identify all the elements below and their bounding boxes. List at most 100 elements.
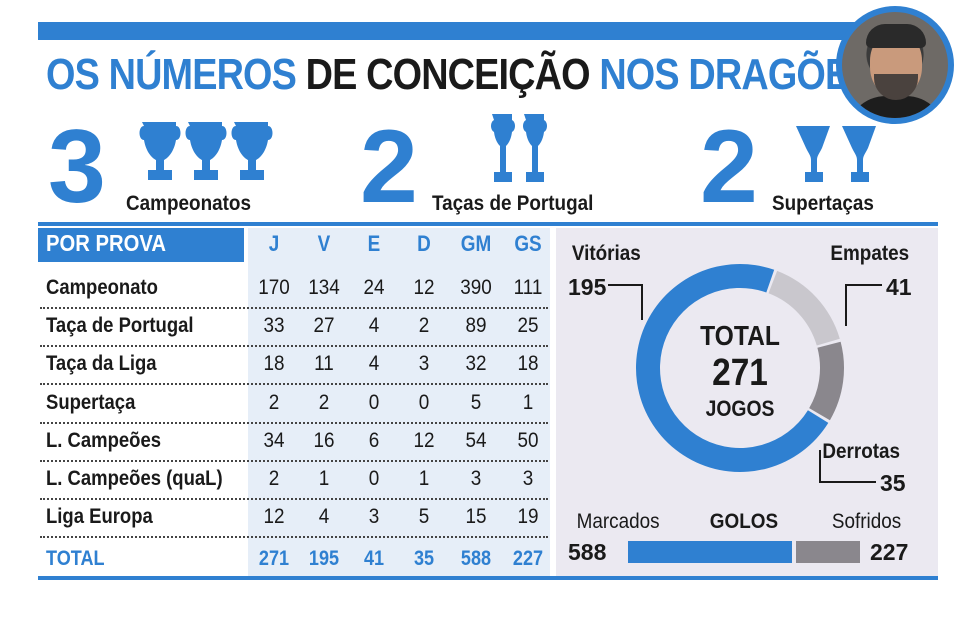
table-cell: 3 <box>418 352 430 376</box>
goals-scored-label: Marcados <box>576 510 660 533</box>
table-cell: 25 <box>517 314 539 338</box>
row-divider <box>40 498 548 500</box>
row-label: Taça da Liga <box>46 352 157 376</box>
table-cell: 2 <box>418 314 430 338</box>
table-cell: 11 <box>314 352 334 376</box>
supercup-trophy-icon <box>796 126 876 182</box>
column-header-gs: GS <box>514 231 542 256</box>
column-header-d: D <box>417 231 431 256</box>
coach-portrait <box>836 6 954 124</box>
table-cell: 16 <box>313 428 335 452</box>
table-cell: 5 <box>418 505 430 529</box>
donut-center-label-top: TOTAL <box>700 320 780 351</box>
leader-line-derrotas <box>819 450 876 483</box>
slice-value-derrotas: 35 <box>880 470 906 496</box>
total-cell: 227 <box>512 547 544 571</box>
bottom-divider <box>38 576 938 580</box>
table-cell: 1 <box>418 467 430 490</box>
table-cell: 390 <box>460 276 492 299</box>
trophy-count-campeonatos: 3 <box>48 109 106 225</box>
total-cell: 588 <box>460 547 492 571</box>
slice-label-derrotas: Derrotas <box>822 440 901 463</box>
column-header-v: V <box>317 231 331 256</box>
donut-center-label-bottom: JOGOS <box>705 396 775 421</box>
table-cell: 3 <box>470 467 482 490</box>
leader-line-empates <box>845 284 882 326</box>
total-cell: 35 <box>413 547 435 571</box>
row-label: Liga Europa <box>46 505 153 529</box>
donut-center-total: 271 <box>712 352 768 394</box>
table-cell: 4 <box>368 352 380 376</box>
goals-scored-bar <box>628 541 793 563</box>
table-title: POR PROVA <box>46 230 166 256</box>
headline-part-1: OS NÚMEROS <box>46 50 297 99</box>
total-cell: 271 <box>258 547 290 571</box>
slice-label-empates: Empates <box>830 242 910 265</box>
total-cell: 195 <box>308 547 340 571</box>
results-donut-chart <box>608 264 882 483</box>
table-cell: 2 <box>268 467 280 490</box>
table-cell: 18 <box>263 352 285 376</box>
headline: OS NÚMEROS DE CONCEIÇÃO NOS DRAGÕES <box>46 50 875 110</box>
table-cell: 54 <box>465 428 487 452</box>
table-cell: 27 <box>313 314 335 338</box>
slice-value-empates: 41 <box>886 274 912 300</box>
goals-conceded-bar <box>796 541 860 563</box>
table-cell: 4 <box>368 314 380 338</box>
table-cell: 5 <box>470 390 482 414</box>
table-cell: 4 <box>318 505 330 529</box>
row-divider <box>40 383 548 386</box>
table-cell: 134 <box>308 276 340 299</box>
cup-trophy-icon <box>491 114 547 182</box>
table-cell: 19 <box>517 505 539 529</box>
table-cell: 1 <box>318 467 330 490</box>
trophy-label-tacas: Taças de Portugal <box>432 192 594 215</box>
table-cell: 0 <box>368 467 380 490</box>
trophy-count-tacas: 2 <box>360 109 418 225</box>
table-cell: 3 <box>368 505 380 529</box>
table-cell: 50 <box>517 428 539 452</box>
portrait-shirt <box>846 96 946 118</box>
slice-value-vitorias: 195 <box>568 274 607 300</box>
trophy-count-supertacas: 2 <box>700 109 758 225</box>
donut-slice-derrotas <box>809 341 844 421</box>
row-label: Supertaça <box>46 390 136 414</box>
goals-title: GOLOS <box>709 510 779 533</box>
column-header-e: E <box>367 231 381 256</box>
goals-conceded-label: Sofridos <box>831 510 902 533</box>
table-header-background <box>38 228 244 262</box>
row-label: L. Campeões <box>46 428 162 452</box>
donut-slice-empates <box>768 270 840 346</box>
table-cell: 24 <box>363 276 385 299</box>
table-cell: 2 <box>318 390 330 414</box>
table-cell: 1 <box>522 390 534 414</box>
table-cell: 12 <box>413 428 435 452</box>
row-label: Taça de Portugal <box>46 314 194 338</box>
row-label: Campeonato <box>46 276 158 299</box>
goals-conceded-value: 227 <box>870 539 909 565</box>
column-header-j: J <box>268 231 280 256</box>
goals-scored-value: 588 <box>568 539 607 565</box>
row-divider <box>40 536 548 539</box>
table-cell: 34 <box>263 428 285 452</box>
top-accent-bar <box>38 22 860 40</box>
column-header-gm: GM <box>460 231 492 256</box>
league-trophy-icon <box>139 122 273 180</box>
row-divider <box>40 421 548 424</box>
table-cell: 12 <box>413 276 435 299</box>
table-cell: 3 <box>522 467 534 490</box>
row-label: L. Campeões (quaL) <box>46 467 223 490</box>
trophy-label-supertacas: Supertaças <box>772 192 874 215</box>
table-columns-background <box>248 228 550 576</box>
headline-part-2: DE CONCEIÇÃO <box>305 50 591 99</box>
table-cell: 111 <box>513 276 543 299</box>
table-cell: 12 <box>263 505 285 529</box>
total-row-label: TOTAL <box>46 547 105 571</box>
trophy-label-campeonatos: Campeonatos <box>126 192 251 215</box>
row-divider <box>40 307 548 309</box>
row-divider <box>40 459 548 462</box>
table-cell: 89 <box>465 314 487 338</box>
table-cell: 18 <box>517 352 539 376</box>
slice-label-vitorias: Vitórias <box>571 242 641 265</box>
